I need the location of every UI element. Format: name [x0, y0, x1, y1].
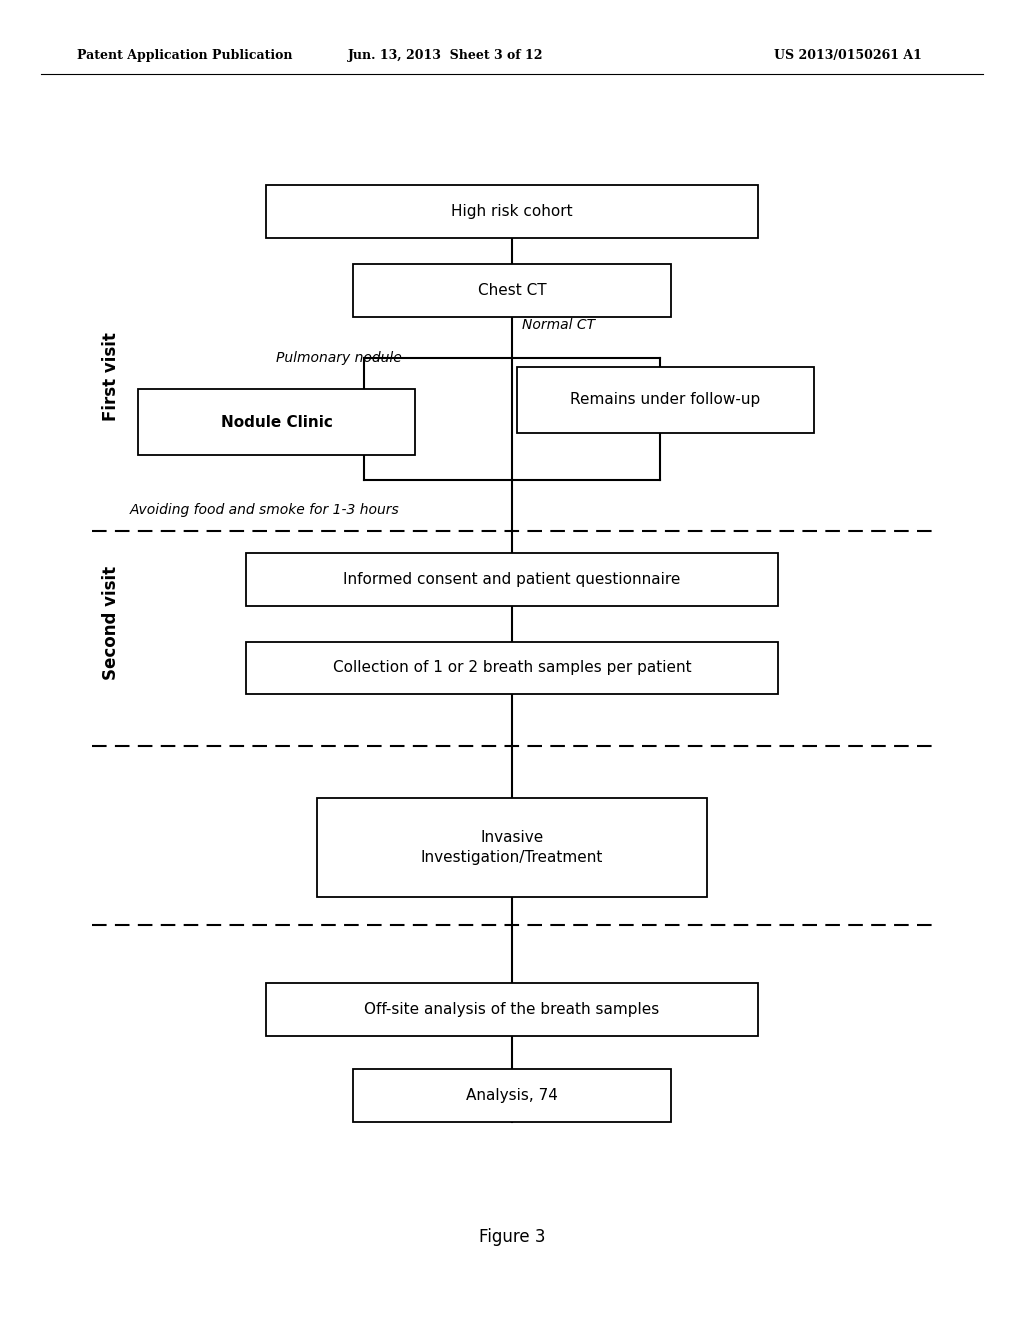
Text: Normal CT: Normal CT [522, 318, 595, 331]
Bar [266, 983, 758, 1036]
Text: Off-site analysis of the breath samples: Off-site analysis of the breath samples [365, 1002, 659, 1018]
Bar [266, 185, 758, 238]
Text: Patent Application Publication: Patent Application Publication [77, 49, 292, 62]
Text: Informed consent and patient questionnaire: Informed consent and patient questionnai… [343, 572, 681, 587]
Text: Figure 3: Figure 3 [479, 1228, 545, 1246]
Bar [517, 367, 814, 433]
Text: Collection of 1 or 2 breath samples per patient: Collection of 1 or 2 breath samples per … [333, 660, 691, 676]
Bar [353, 264, 671, 317]
Bar [246, 553, 778, 606]
Text: Avoiding food and smoke for 1-3 hours: Avoiding food and smoke for 1-3 hours [130, 503, 399, 517]
Text: Analysis, 74: Analysis, 74 [466, 1088, 558, 1104]
Bar [317, 797, 707, 898]
Text: US 2013/0150261 A1: US 2013/0150261 A1 [774, 49, 922, 62]
Text: Jun. 13, 2013  Sheet 3 of 12: Jun. 13, 2013 Sheet 3 of 12 [348, 49, 543, 62]
Text: High risk cohort: High risk cohort [452, 203, 572, 219]
Text: Remains under follow-up: Remains under follow-up [570, 392, 761, 408]
Text: Second visit: Second visit [101, 566, 120, 680]
Text: Pulmonary nodule: Pulmonary nodule [275, 351, 401, 364]
Text: Chest CT: Chest CT [477, 282, 547, 298]
Bar [246, 642, 778, 694]
Bar [138, 389, 415, 455]
Text: Invasive
Investigation/Treatment: Invasive Investigation/Treatment [421, 830, 603, 865]
Text: First visit: First visit [101, 331, 120, 421]
Text: Nodule Clinic: Nodule Clinic [220, 414, 333, 430]
Bar [353, 1069, 671, 1122]
